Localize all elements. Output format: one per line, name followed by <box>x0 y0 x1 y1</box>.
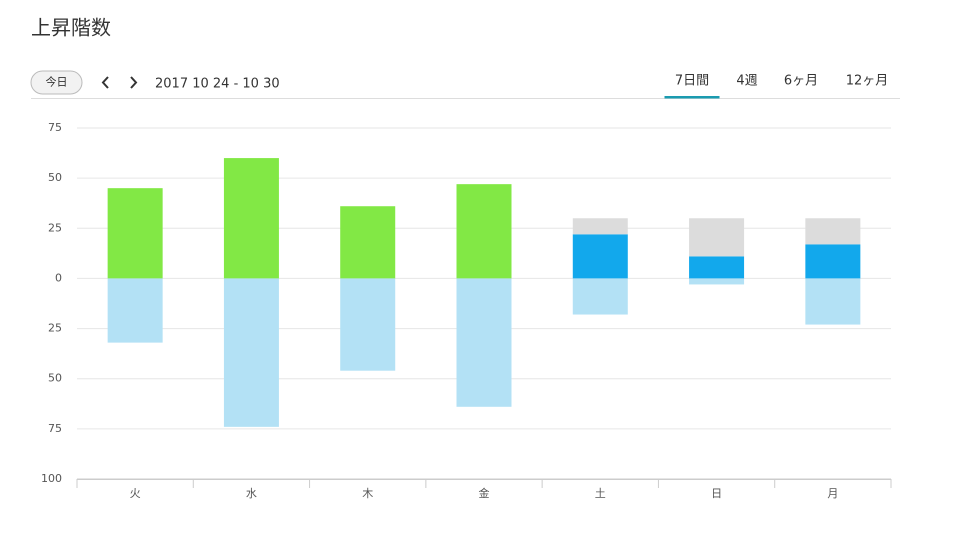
bar-segment <box>456 184 512 279</box>
y-tick-label: 50 <box>48 372 62 385</box>
prev-arrow[interactable] <box>101 76 109 89</box>
bar-segment <box>223 158 279 279</box>
date-range: 2017 10 24 - 10 30 <box>155 77 280 92</box>
bar-segment <box>223 278 279 427</box>
x-tick-label: 木 <box>362 487 373 500</box>
bar-segment <box>805 218 861 245</box>
bar-segment <box>456 278 512 407</box>
y-tick-label: 25 <box>48 221 62 234</box>
y-tick-label: 25 <box>48 322 62 335</box>
y-tick-label: 50 <box>48 171 62 184</box>
tab[interactable]: 7日間 <box>675 74 709 89</box>
tab[interactable]: 12ヶ月 <box>846 74 889 89</box>
tab-underline <box>664 96 720 99</box>
bar-segment <box>805 278 861 325</box>
bar-segment <box>572 234 628 279</box>
bar-segment <box>805 244 861 279</box>
today-button-label: 今日 <box>46 75 68 89</box>
y-tick-label: 75 <box>48 121 62 134</box>
plot: 75 50 25 0 25 50 75 100 火 水 木 金 土 日 月 <box>41 121 892 500</box>
bar-segment <box>572 278 628 315</box>
tab[interactable]: 6ヶ月 <box>784 74 818 89</box>
x-tick-label: 日 <box>711 487 722 500</box>
x-tick-label: 月 <box>827 487 838 500</box>
x-tick-label: 金 <box>479 486 490 500</box>
next-arrow[interactable] <box>130 76 138 89</box>
bar-segment <box>689 256 745 279</box>
bar-segment <box>340 206 396 279</box>
tabs: 7日間 4週 6ヶ月 12ヶ月 <box>664 74 889 99</box>
y-tick-label: 75 <box>48 422 62 435</box>
bar-segment <box>689 278 745 285</box>
y-tick-label: 0 <box>55 271 62 284</box>
today-button[interactable] <box>30 70 83 95</box>
bar-segment <box>107 188 163 279</box>
y-tick-label: 100 <box>41 472 62 485</box>
x-tick-label: 火 <box>130 487 141 500</box>
bar-segment <box>572 218 628 235</box>
bar-segment <box>107 278 163 343</box>
bar-segment <box>689 218 745 257</box>
bar-segment <box>340 278 396 371</box>
tab[interactable]: 4週 <box>736 74 757 89</box>
x-tick-label: 水 <box>246 487 257 500</box>
page-title: 上昇階数 <box>31 16 111 40</box>
x-tick-label: 土 <box>595 487 606 500</box>
